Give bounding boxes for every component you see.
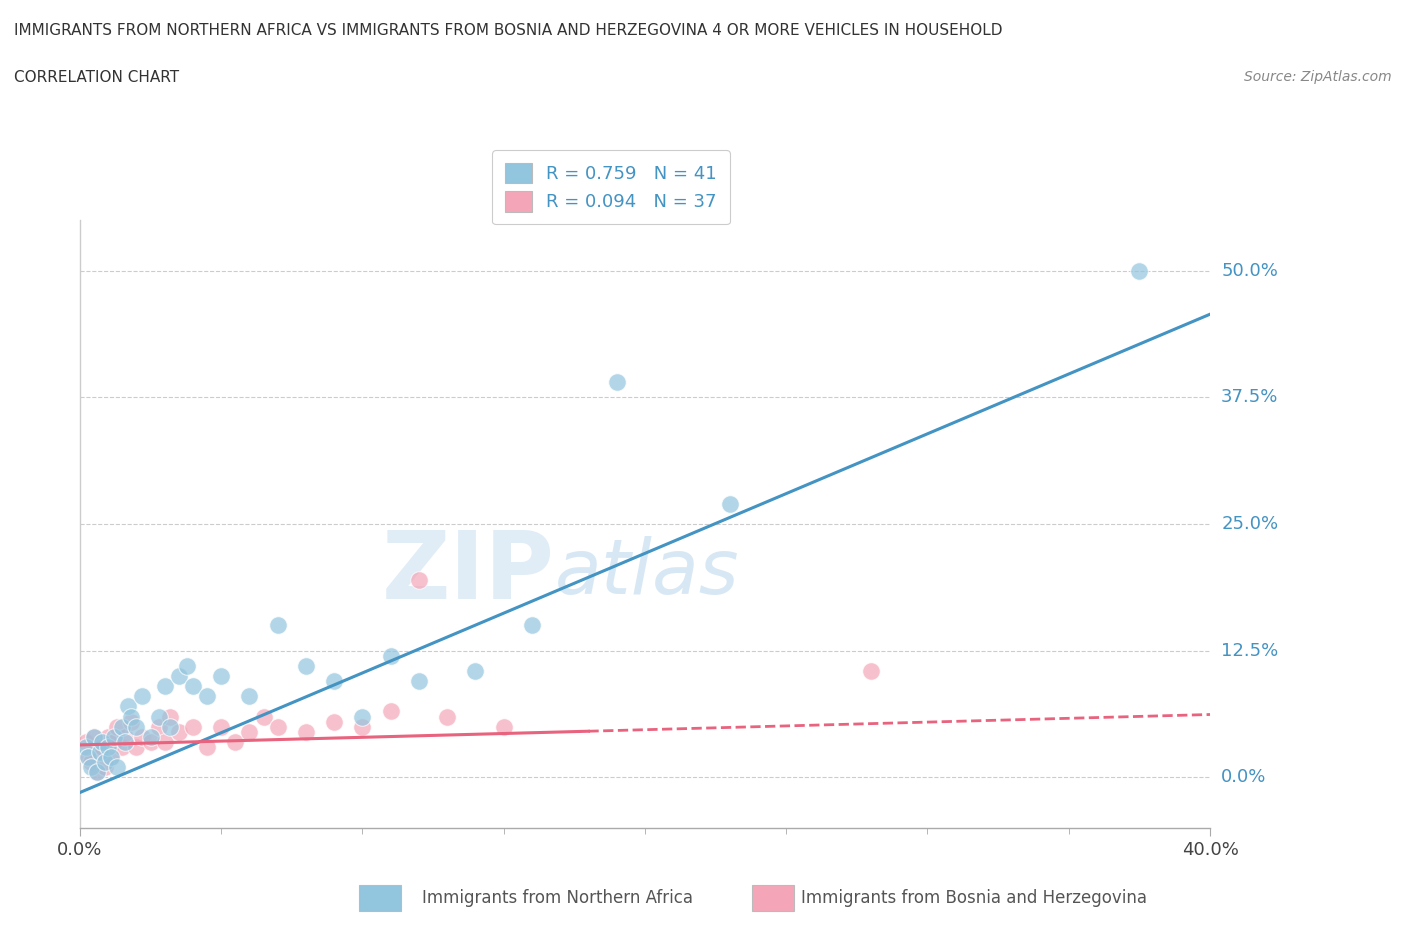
Point [323,714,346,729]
Text: atlas: atlas [554,536,740,610]
Point [159,719,181,734]
Point [295,658,318,673]
Point [167,724,190,739]
Point [114,735,136,750]
Text: 0.0%: 0.0% [1222,768,1267,787]
Point [148,719,170,734]
Point [323,673,346,688]
Point [80,754,103,769]
Point [238,689,260,704]
Point [94,754,117,769]
Text: 25.0%: 25.0% [1222,515,1278,533]
Point [295,724,318,739]
Point [252,709,274,724]
Point [859,663,882,678]
Text: Source: ZipAtlas.com: Source: ZipAtlas.com [1244,70,1392,84]
Point [97,739,120,754]
Point [224,735,246,750]
Point [176,658,198,673]
Point [94,760,117,775]
Text: 37.5%: 37.5% [1222,389,1278,406]
Point [103,729,125,744]
Point [352,709,374,724]
Point [153,735,176,750]
Point [89,745,111,760]
Point [77,750,100,764]
Point [139,729,162,744]
Point [91,735,114,750]
Point [120,714,142,729]
Legend: R = 0.759   N = 41, R = 0.094   N = 37: R = 0.759 N = 41, R = 0.094 N = 37 [492,150,730,224]
Point [159,709,181,724]
Point [195,689,218,704]
Point [89,745,111,760]
Point [86,764,108,779]
Point [86,764,108,779]
Point [380,648,402,663]
Point [83,729,105,744]
Point [100,750,122,764]
Text: Immigrants from Northern Africa: Immigrants from Northern Africa [422,889,693,907]
Text: 12.5%: 12.5% [1222,642,1278,659]
Point [80,760,103,775]
Point [111,719,134,734]
Point [352,719,374,734]
Point [75,735,97,750]
Point [148,709,170,724]
Point [91,739,114,754]
Text: CORRELATION CHART: CORRELATION CHART [14,70,179,85]
Point [195,739,218,754]
Point [117,699,139,714]
Point [153,679,176,694]
Point [718,497,741,512]
Point [103,735,125,750]
Point [97,729,120,744]
Point [167,669,190,684]
Point [209,719,232,734]
Point [125,739,148,754]
Point [114,729,136,744]
Point [125,719,148,734]
Text: IMMIGRANTS FROM NORTHERN AFRICA VS IMMIGRANTS FROM BOSNIA AND HERZEGOVINA 4 OR M: IMMIGRANTS FROM NORTHERN AFRICA VS IMMIG… [14,23,1002,38]
Point [105,760,128,775]
Point [464,663,486,678]
Point [181,679,204,694]
Point [83,729,105,744]
Point [139,735,162,750]
Point [209,669,232,684]
Point [492,719,515,734]
Point [606,375,628,390]
Point [266,719,288,734]
Point [75,739,97,754]
Point [520,618,543,632]
Text: Immigrants from Bosnia and Herzegovina: Immigrants from Bosnia and Herzegovina [801,889,1147,907]
Point [408,572,430,587]
Point [77,750,100,764]
Point [380,704,402,719]
Point [408,673,430,688]
Text: 50.0%: 50.0% [1222,261,1278,280]
Point [238,724,260,739]
Point [100,750,122,764]
Point [131,729,153,744]
Text: ZIP: ZIP [381,526,554,618]
Point [111,739,134,754]
Point [266,618,288,632]
Point [131,689,153,704]
Point [1128,263,1150,278]
Point [181,719,204,734]
Point [436,709,458,724]
Point [105,719,128,734]
Point [120,709,142,724]
